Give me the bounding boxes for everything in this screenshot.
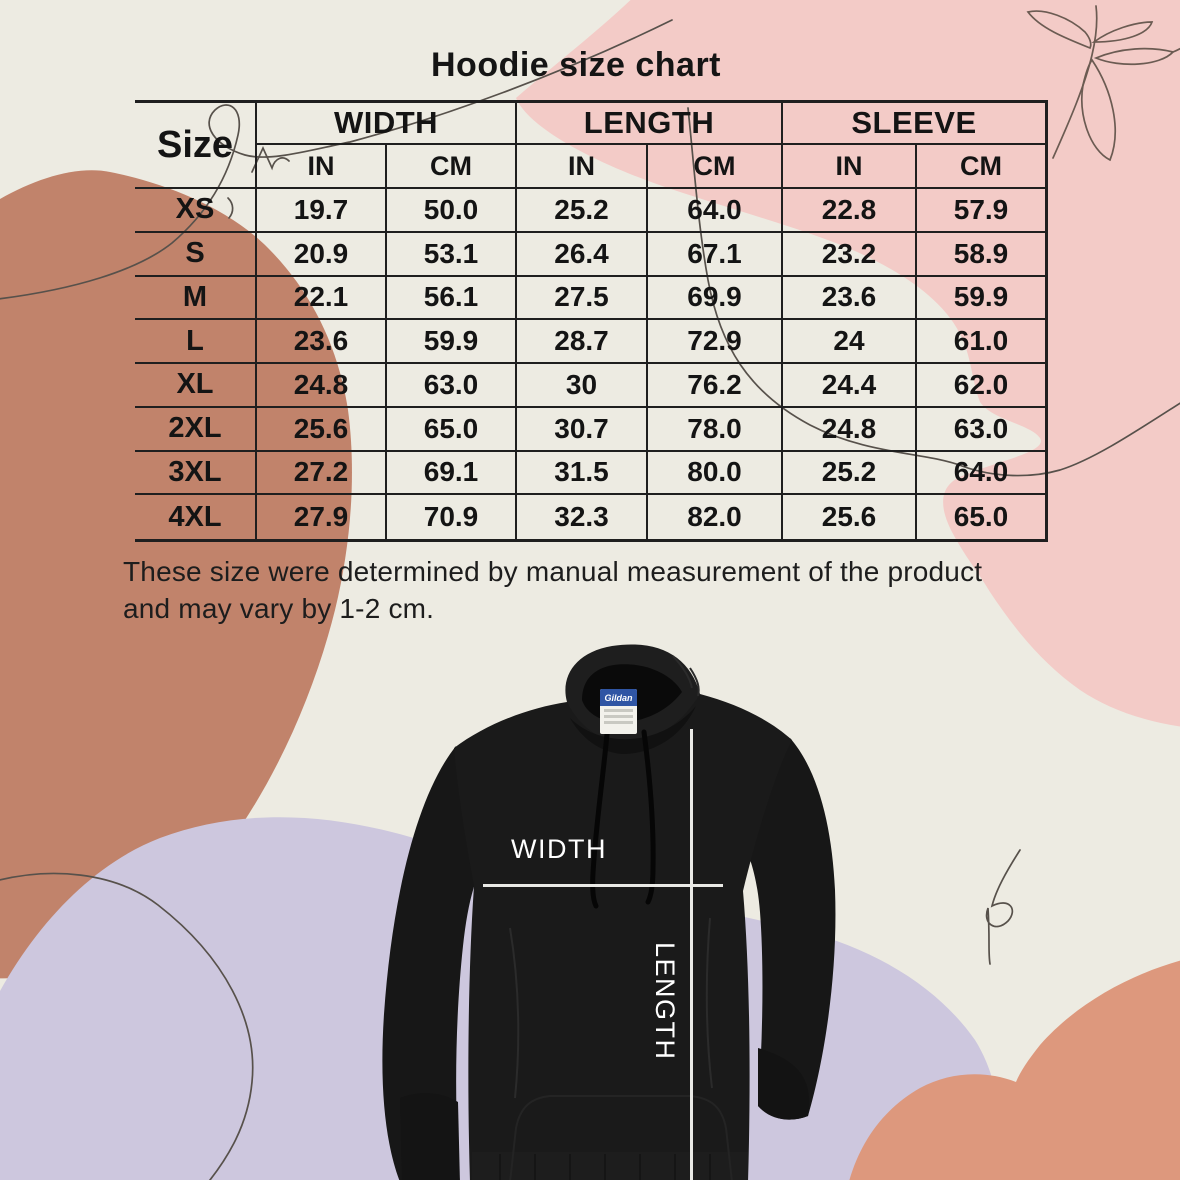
squiggle-line-diagonal: [687, 107, 1180, 477]
page-title: Hoodie size chart: [430, 46, 722, 84]
measurement-note-line2: and may vary by 1-2 cm.: [123, 593, 435, 624]
measurement-cell: 27.2: [257, 451, 387, 496]
salmon-blob: [849, 960, 1180, 1180]
width-measure-line: [483, 884, 723, 887]
measurement-cell: 23.6: [257, 320, 387, 364]
measurement-cell: 82.0: [648, 495, 783, 539]
size-chart-table: Size WIDTH LENGTH SLEEVE IN CM IN CM IN CM XS 19.7 5…: [135, 100, 1048, 542]
squiggle-line-loop: [0, 19, 673, 300]
pink-blob: [516, 0, 1180, 727]
squiggle-mark-paren: [227, 197, 234, 219]
leaf-branch-illustration: [1026, 5, 1180, 162]
measurement-note-line1: These size were determined by manual mea…: [123, 556, 983, 587]
measurement-cell: 20.9: [257, 232, 387, 277]
measurement-cell: 63.0: [917, 407, 1048, 452]
size-row-label: M: [135, 276, 257, 321]
measurement-cell: 72.9: [648, 320, 783, 364]
measurement-cell: 65.0: [917, 495, 1048, 539]
hoodie-illustration: [382, 644, 836, 1180]
measurement-cell: 19.7: [257, 189, 387, 233]
measurement-cell: 25.6: [257, 407, 387, 452]
measurement-cell: 24.4: [783, 364, 917, 408]
measurement-cell: 67.1: [648, 232, 783, 277]
brand-label-text: Gildan: [600, 689, 637, 706]
measurement-cell: 70.9: [387, 495, 517, 539]
squiggle-line-bottom-left: [0, 872, 254, 1180]
measurement-cell: 22.8: [783, 189, 917, 233]
measurement-cell: 62.0: [917, 364, 1048, 408]
measurement-cell: 64.0: [648, 189, 783, 233]
length-measure-line: [690, 729, 693, 1180]
measurement-cell: 76.2: [648, 364, 783, 408]
measurement-cell: 23.6: [783, 276, 917, 321]
measurement-cell: 78.0: [648, 407, 783, 452]
measurement-cell: 31.5: [517, 451, 648, 496]
measurement-cell: 58.9: [917, 232, 1048, 277]
measurement-cell: 22.1: [257, 276, 387, 321]
measurement-cell: 26.4: [517, 232, 648, 277]
measurement-cell: 56.1: [387, 276, 517, 321]
measurement-cell: 69.1: [387, 451, 517, 496]
measurement-cell: 57.9: [917, 189, 1048, 233]
measurement-cell: 50.0: [387, 189, 517, 233]
measurement-cell: 27.5: [517, 276, 648, 321]
size-row-label: L: [135, 320, 257, 364]
squiggle-mark-zigzag: [251, 145, 290, 173]
unit-header: IN: [517, 145, 648, 189]
measurement-cell: 32.3: [517, 495, 648, 539]
length-measure-label: LENGTH: [650, 942, 680, 1061]
measurement-cell: 64.0: [917, 451, 1048, 496]
brand-label-fineprint: [600, 706, 637, 730]
squiggle-line-pigtail: [985, 849, 1021, 965]
hoodie-image: [360, 628, 920, 1180]
size-row-label: 4XL: [135, 495, 257, 539]
measurement-cell: 28.7: [517, 320, 648, 364]
measurement-cell: 65.0: [387, 407, 517, 452]
measurement-cell: 80.0: [648, 451, 783, 496]
measurement-cell: 27.9: [257, 495, 387, 539]
width-measure-label: WIDTH: [511, 834, 607, 864]
measurement-cell: 59.9: [387, 320, 517, 364]
measurement-cell: 23.2: [783, 232, 917, 277]
size-row-label: S: [135, 232, 257, 277]
size-row-label: XL: [135, 364, 257, 408]
measurement-cell: 69.9: [648, 276, 783, 321]
brand-label: Gildan: [600, 689, 637, 734]
measurement-cell: 25.6: [783, 495, 917, 539]
column-group-header-sleeve: SLEEVE: [783, 103, 1048, 145]
column-group-header-width: WIDTH: [257, 103, 517, 145]
unit-header: IN: [783, 145, 917, 189]
measurement-cell: 24: [783, 320, 917, 364]
size-row-label: XS: [135, 189, 257, 233]
terracotta-blob: [0, 170, 352, 979]
measurement-note: These size were determined by manual mea…: [123, 553, 1103, 627]
measurement-cell: 59.9: [917, 276, 1048, 321]
measurement-cell: 61.0: [917, 320, 1048, 364]
size-column-header: Size: [135, 103, 257, 189]
measurement-cell: 25.2: [517, 189, 648, 233]
size-row-label: 2XL: [135, 407, 257, 452]
measurement-cell: 63.0: [387, 364, 517, 408]
size-row-label: 3XL: [135, 451, 257, 496]
measurement-cell: 24.8: [783, 407, 917, 452]
measurement-cell: 24.8: [257, 364, 387, 408]
unit-header: CM: [917, 145, 1048, 189]
unit-header: CM: [648, 145, 783, 189]
measurement-cell: 53.1: [387, 232, 517, 277]
measurement-cell: 30.7: [517, 407, 648, 452]
measurement-cell: 25.2: [783, 451, 917, 496]
unit-header: IN: [257, 145, 387, 189]
measurement-cell: 30: [517, 364, 648, 408]
unit-header: CM: [387, 145, 517, 189]
column-group-header-length: LENGTH: [517, 103, 783, 145]
